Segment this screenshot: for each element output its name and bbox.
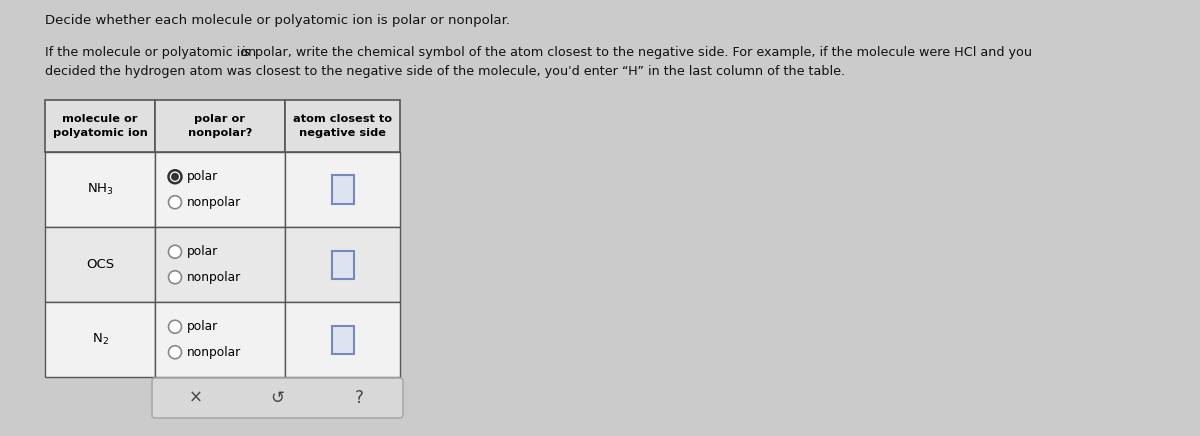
Text: If the molecule or polyatomic ion: If the molecule or polyatomic ion [46, 46, 260, 59]
Text: ?: ? [355, 389, 364, 407]
FancyBboxPatch shape [46, 302, 155, 377]
Text: nonpolar: nonpolar [186, 346, 241, 359]
FancyBboxPatch shape [155, 152, 286, 227]
Text: polar: polar [186, 245, 217, 258]
Text: polar, write the chemical symbol of the atom closest to the negative side. For e: polar, write the chemical symbol of the … [251, 46, 1032, 59]
FancyBboxPatch shape [286, 152, 400, 227]
Circle shape [168, 196, 181, 209]
Text: ×: × [188, 389, 203, 407]
FancyBboxPatch shape [155, 302, 286, 377]
Text: NH$_3$: NH$_3$ [86, 182, 113, 197]
FancyBboxPatch shape [286, 100, 400, 152]
FancyBboxPatch shape [286, 302, 400, 377]
FancyBboxPatch shape [155, 100, 286, 152]
FancyBboxPatch shape [46, 227, 155, 302]
Circle shape [172, 174, 179, 180]
Text: OCS: OCS [86, 258, 114, 271]
Text: polar or
nonpolar?: polar or nonpolar? [188, 114, 252, 138]
Circle shape [168, 170, 181, 183]
Text: N$_2$: N$_2$ [91, 332, 108, 347]
Text: is: is [241, 46, 251, 59]
Text: nonpolar: nonpolar [186, 196, 241, 209]
Text: polar: polar [186, 170, 217, 183]
Text: Decide whether each molecule or polyatomic ion is polar or nonpolar.: Decide whether each molecule or polyatom… [46, 14, 510, 27]
Text: polar: polar [186, 320, 217, 333]
Text: ↺: ↺ [270, 389, 284, 407]
Text: atom closest to
negative side: atom closest to negative side [293, 114, 392, 138]
Text: nonpolar: nonpolar [186, 271, 241, 284]
FancyBboxPatch shape [152, 378, 403, 418]
Text: decided the hydrogen atom was closest to the negative side of the molecule, you': decided the hydrogen atom was closest to… [46, 65, 845, 78]
FancyBboxPatch shape [331, 326, 354, 354]
FancyBboxPatch shape [286, 227, 400, 302]
FancyBboxPatch shape [331, 251, 354, 279]
Circle shape [168, 320, 181, 333]
FancyBboxPatch shape [331, 176, 354, 204]
FancyBboxPatch shape [155, 227, 286, 302]
Circle shape [168, 245, 181, 258]
FancyBboxPatch shape [46, 100, 155, 152]
Circle shape [168, 346, 181, 359]
Circle shape [168, 271, 181, 284]
Text: molecule or
polyatomic ion: molecule or polyatomic ion [53, 114, 148, 138]
FancyBboxPatch shape [46, 152, 155, 227]
